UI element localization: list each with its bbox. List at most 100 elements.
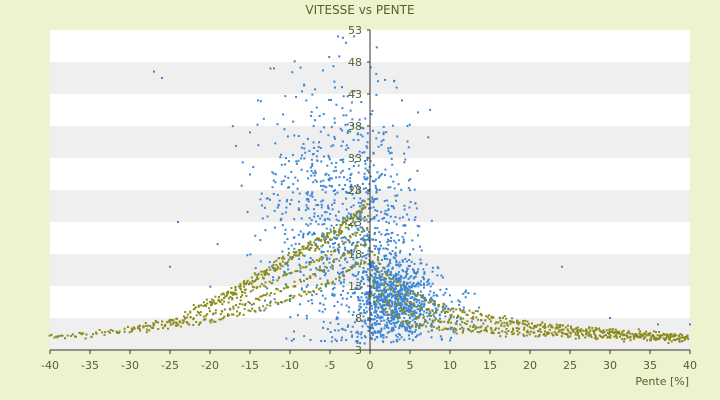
model-point bbox=[349, 235, 352, 238]
measured-point bbox=[397, 301, 400, 304]
model-point bbox=[145, 331, 148, 334]
measured-point bbox=[241, 161, 244, 164]
model-point bbox=[109, 331, 112, 334]
measured-point bbox=[335, 103, 338, 106]
measured-point bbox=[396, 335, 399, 338]
model-point bbox=[359, 262, 362, 265]
measured-point bbox=[390, 296, 393, 299]
measured-point bbox=[379, 244, 382, 247]
measured-point bbox=[374, 305, 377, 308]
model-point bbox=[550, 324, 553, 327]
measured-point bbox=[473, 292, 476, 295]
model-point bbox=[645, 330, 648, 333]
measured-point bbox=[420, 306, 423, 309]
measured-point bbox=[352, 204, 355, 207]
model-point bbox=[202, 315, 205, 318]
measured-point bbox=[320, 200, 323, 203]
measured-point bbox=[375, 46, 378, 49]
measured-point bbox=[392, 326, 395, 329]
measured-point bbox=[322, 251, 325, 254]
model-point bbox=[330, 250, 333, 253]
model-point bbox=[591, 326, 594, 329]
measured-point bbox=[321, 310, 324, 313]
model-point bbox=[494, 322, 497, 325]
model-point bbox=[260, 270, 263, 273]
model-point bbox=[533, 331, 536, 334]
measured-point bbox=[313, 174, 316, 177]
measured-point bbox=[259, 239, 262, 242]
model-point bbox=[312, 273, 315, 276]
measured-point bbox=[374, 309, 377, 312]
measured-point bbox=[319, 130, 322, 133]
measured-point bbox=[374, 227, 377, 230]
model-point bbox=[243, 304, 246, 307]
measured-point bbox=[380, 315, 383, 318]
measured-point bbox=[378, 289, 381, 292]
measured-point bbox=[271, 171, 274, 174]
measured-point bbox=[287, 160, 290, 163]
model-point bbox=[50, 333, 53, 336]
measured-point bbox=[395, 223, 398, 226]
measured-point bbox=[375, 336, 378, 339]
model-point bbox=[561, 328, 564, 331]
measured-point bbox=[390, 329, 393, 332]
model-point bbox=[392, 311, 395, 314]
measured-point bbox=[366, 192, 369, 195]
model-point bbox=[595, 338, 598, 341]
model-point bbox=[253, 309, 256, 312]
model-point bbox=[651, 334, 654, 337]
measured-point bbox=[300, 287, 303, 290]
measured-point bbox=[411, 285, 414, 288]
measured-point bbox=[341, 86, 344, 89]
measured-point bbox=[327, 204, 330, 207]
model-point bbox=[530, 327, 533, 330]
measured-point bbox=[353, 248, 356, 251]
measured-point bbox=[386, 248, 389, 251]
measured-point bbox=[372, 164, 375, 167]
measured-point bbox=[428, 318, 431, 321]
measured-point bbox=[382, 303, 385, 306]
measured-point bbox=[397, 279, 400, 282]
model-point bbox=[476, 330, 479, 333]
measured-point bbox=[410, 275, 413, 278]
measured-point bbox=[305, 261, 308, 264]
model-point bbox=[390, 311, 393, 314]
model-point bbox=[287, 258, 290, 261]
model-point bbox=[474, 327, 477, 330]
measured-point bbox=[409, 178, 412, 181]
measured-point bbox=[410, 313, 413, 316]
measured-point bbox=[396, 340, 399, 343]
measured-point bbox=[341, 140, 344, 143]
measured-point bbox=[259, 100, 262, 103]
measured-point bbox=[402, 224, 405, 227]
measured-point bbox=[327, 134, 330, 137]
measured-point bbox=[310, 219, 313, 222]
measured-point bbox=[394, 199, 397, 202]
model-point bbox=[212, 299, 215, 302]
measured-point bbox=[282, 179, 285, 182]
measured-point bbox=[365, 191, 368, 194]
model-point bbox=[428, 310, 431, 313]
model-point bbox=[286, 261, 289, 264]
measured-point bbox=[287, 247, 290, 250]
model-point bbox=[347, 252, 350, 255]
model-point bbox=[55, 335, 58, 338]
model-point bbox=[450, 321, 453, 324]
measured-point bbox=[402, 325, 405, 328]
measured-point bbox=[407, 334, 410, 337]
measured-point bbox=[306, 193, 309, 196]
measured-point bbox=[373, 311, 376, 314]
model-point bbox=[251, 285, 254, 288]
measured-point bbox=[374, 239, 377, 242]
model-point bbox=[405, 322, 408, 325]
measured-point bbox=[307, 200, 310, 203]
measured-point bbox=[314, 88, 317, 91]
model-point bbox=[254, 297, 257, 300]
model-point bbox=[503, 315, 506, 318]
model-point bbox=[320, 283, 323, 286]
measured-point bbox=[423, 272, 426, 275]
model-point bbox=[252, 280, 255, 283]
measured-point bbox=[376, 285, 379, 288]
model-point bbox=[550, 332, 553, 335]
model-point bbox=[615, 336, 618, 339]
